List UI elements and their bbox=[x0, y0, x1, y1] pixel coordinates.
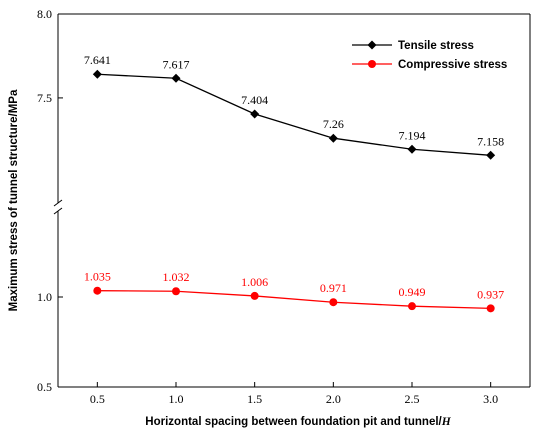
data-label-compressive: 0.937 bbox=[477, 287, 504, 301]
x-tick-label: 2.0 bbox=[326, 392, 341, 406]
data-point-tensile bbox=[328, 133, 338, 143]
y-tick-label: 0.5 bbox=[37, 380, 52, 394]
data-label-compressive: 1.035 bbox=[84, 270, 111, 284]
data-point-compressive bbox=[93, 286, 102, 295]
data-point-compressive bbox=[408, 302, 416, 311]
legend-label-tensile: Tensile stress bbox=[398, 40, 474, 52]
legend-label-compressive: Compressive stress bbox=[398, 59, 507, 71]
x-tick-label: 3.0 bbox=[483, 392, 498, 406]
legend-marker-compressive bbox=[368, 60, 376, 68]
data-label-tensile: 7.158 bbox=[477, 134, 504, 148]
data-label-tensile: 7.617 bbox=[163, 57, 190, 71]
x-tick-label: 1.0 bbox=[169, 392, 184, 406]
y-tick-label: 8.0 bbox=[37, 7, 52, 21]
data-label-tensile: 7.26 bbox=[323, 117, 344, 131]
data-label-compressive: 0.949 bbox=[399, 285, 426, 299]
data-label-compressive: 0.971 bbox=[320, 281, 347, 295]
x-axis-title: Horizontal spacing between foundation pi… bbox=[145, 416, 451, 428]
series-line-tensile bbox=[97, 73, 491, 156]
x-tick-label: 2.5 bbox=[405, 392, 420, 406]
data-label-compressive: 1.032 bbox=[163, 270, 190, 284]
axis-break-mark-lower bbox=[53, 207, 63, 215]
data-point-compressive bbox=[329, 298, 338, 307]
x-tick-label: 1.5 bbox=[247, 392, 262, 406]
data-point-compressive bbox=[172, 287, 180, 296]
data-point-compressive bbox=[250, 291, 259, 300]
data-label-tensile: 7.194 bbox=[399, 128, 426, 142]
data-point-tensile bbox=[92, 69, 102, 79]
data-point-tensile bbox=[250, 109, 260, 119]
data-point-compressive bbox=[486, 304, 495, 313]
data-point-tensile bbox=[407, 144, 417, 154]
data-label-tensile: 7.404 bbox=[241, 93, 268, 107]
axis-break-mark-upper bbox=[53, 199, 63, 207]
y-axis-title: Maximum stress of tunnel structure/MPa bbox=[8, 89, 20, 311]
data-label-compressive: 1.006 bbox=[241, 275, 268, 289]
data-point-tensile bbox=[486, 150, 496, 160]
series-line-compressive bbox=[97, 290, 491, 309]
y-tick-label: 7.5 bbox=[37, 91, 52, 105]
x-tick-label: 0.5 bbox=[90, 392, 105, 406]
data-label-tensile: 7.641 bbox=[84, 53, 111, 67]
legend-marker-tensile bbox=[367, 40, 377, 50]
data-point-tensile bbox=[171, 73, 181, 83]
y-tick-label: 1.0 bbox=[37, 290, 52, 304]
